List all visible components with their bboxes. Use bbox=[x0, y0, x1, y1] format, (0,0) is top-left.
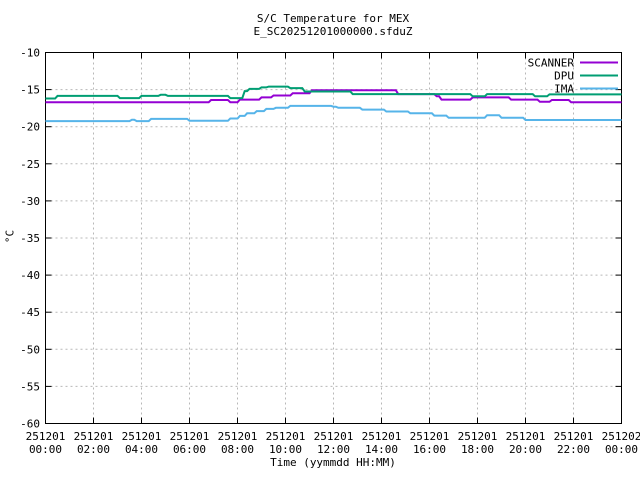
x-tick-labels: 25120100:0025120102:0025120104:002512010… bbox=[26, 430, 640, 456]
x-tick-time: 14:00 bbox=[365, 443, 398, 456]
x-tick-time: 04:00 bbox=[125, 443, 158, 456]
x-tick-time: 18:00 bbox=[461, 443, 494, 456]
x-tick-time: 00:00 bbox=[605, 443, 638, 456]
x-tick-time: 02:00 bbox=[77, 443, 110, 456]
x-tick-date: 251201 bbox=[362, 430, 402, 443]
y-tick-label: -35 bbox=[20, 232, 40, 245]
y-tick-label: -45 bbox=[20, 306, 40, 319]
x-tick-time: 08:00 bbox=[221, 443, 254, 456]
x-tick-date: 251201 bbox=[170, 430, 210, 443]
x-tick-date: 251201 bbox=[218, 430, 258, 443]
x-tick-date: 251201 bbox=[26, 430, 66, 443]
y-tick-label: -55 bbox=[20, 380, 40, 393]
y-tick-label: -40 bbox=[20, 269, 40, 282]
y-tick-labels: -10 -15 -20 -25 -30 -35 -40 -45 -50 -55 -60 bbox=[20, 47, 40, 431]
y-tick-label: -10 bbox=[20, 47, 40, 60]
x-tick-date: 251201 bbox=[122, 430, 162, 443]
x-tick-time: 10:00 bbox=[269, 443, 302, 456]
tick-marks bbox=[45, 52, 622, 424]
y-tick-label: -25 bbox=[20, 158, 40, 171]
x-axis-label: Time (yymmdd HH:MM) bbox=[270, 456, 396, 469]
legend-label-scanner: SCANNER bbox=[528, 57, 575, 70]
chart-subtitle: E_SC20251201000000.sfduZ bbox=[253, 25, 413, 38]
x-tick-time: 00:00 bbox=[29, 443, 62, 456]
y-tick-label: -15 bbox=[20, 84, 40, 97]
grid-lines bbox=[45, 52, 622, 424]
x-tick-date: 251201 bbox=[554, 430, 594, 443]
x-tick-date: 251201 bbox=[458, 430, 498, 443]
series-line-scanner bbox=[45, 89, 622, 104]
y-tick-label: -60 bbox=[20, 418, 40, 431]
x-tick-date: 251201 bbox=[266, 430, 306, 443]
x-tick-time: 06:00 bbox=[173, 443, 206, 456]
x-tick-time: 16:00 bbox=[413, 443, 446, 456]
y-tick-label: -30 bbox=[20, 195, 40, 208]
series-line-ima bbox=[45, 104, 622, 123]
series-line-dpu bbox=[45, 85, 622, 100]
y-tick-label: -20 bbox=[20, 121, 40, 134]
data-series bbox=[45, 85, 622, 123]
legend-label-ima: IMA bbox=[554, 83, 574, 96]
x-tick-date: 251201 bbox=[410, 430, 450, 443]
x-tick-date: 251201 bbox=[314, 430, 354, 443]
x-tick-time: 20:00 bbox=[509, 443, 542, 456]
x-tick-time: 22:00 bbox=[557, 443, 590, 456]
legend-label-dpu: DPU bbox=[554, 70, 574, 83]
x-tick-date: 251202 bbox=[602, 430, 640, 443]
x-tick-date: 251201 bbox=[506, 430, 546, 443]
x-tick-date: 251201 bbox=[74, 430, 114, 443]
x-tick-time: 12:00 bbox=[317, 443, 350, 456]
y-tick-label: -50 bbox=[20, 343, 40, 356]
y-axis-label: °C bbox=[3, 229, 17, 244]
chart-title: S/C Temperature for MEX bbox=[256, 12, 410, 25]
